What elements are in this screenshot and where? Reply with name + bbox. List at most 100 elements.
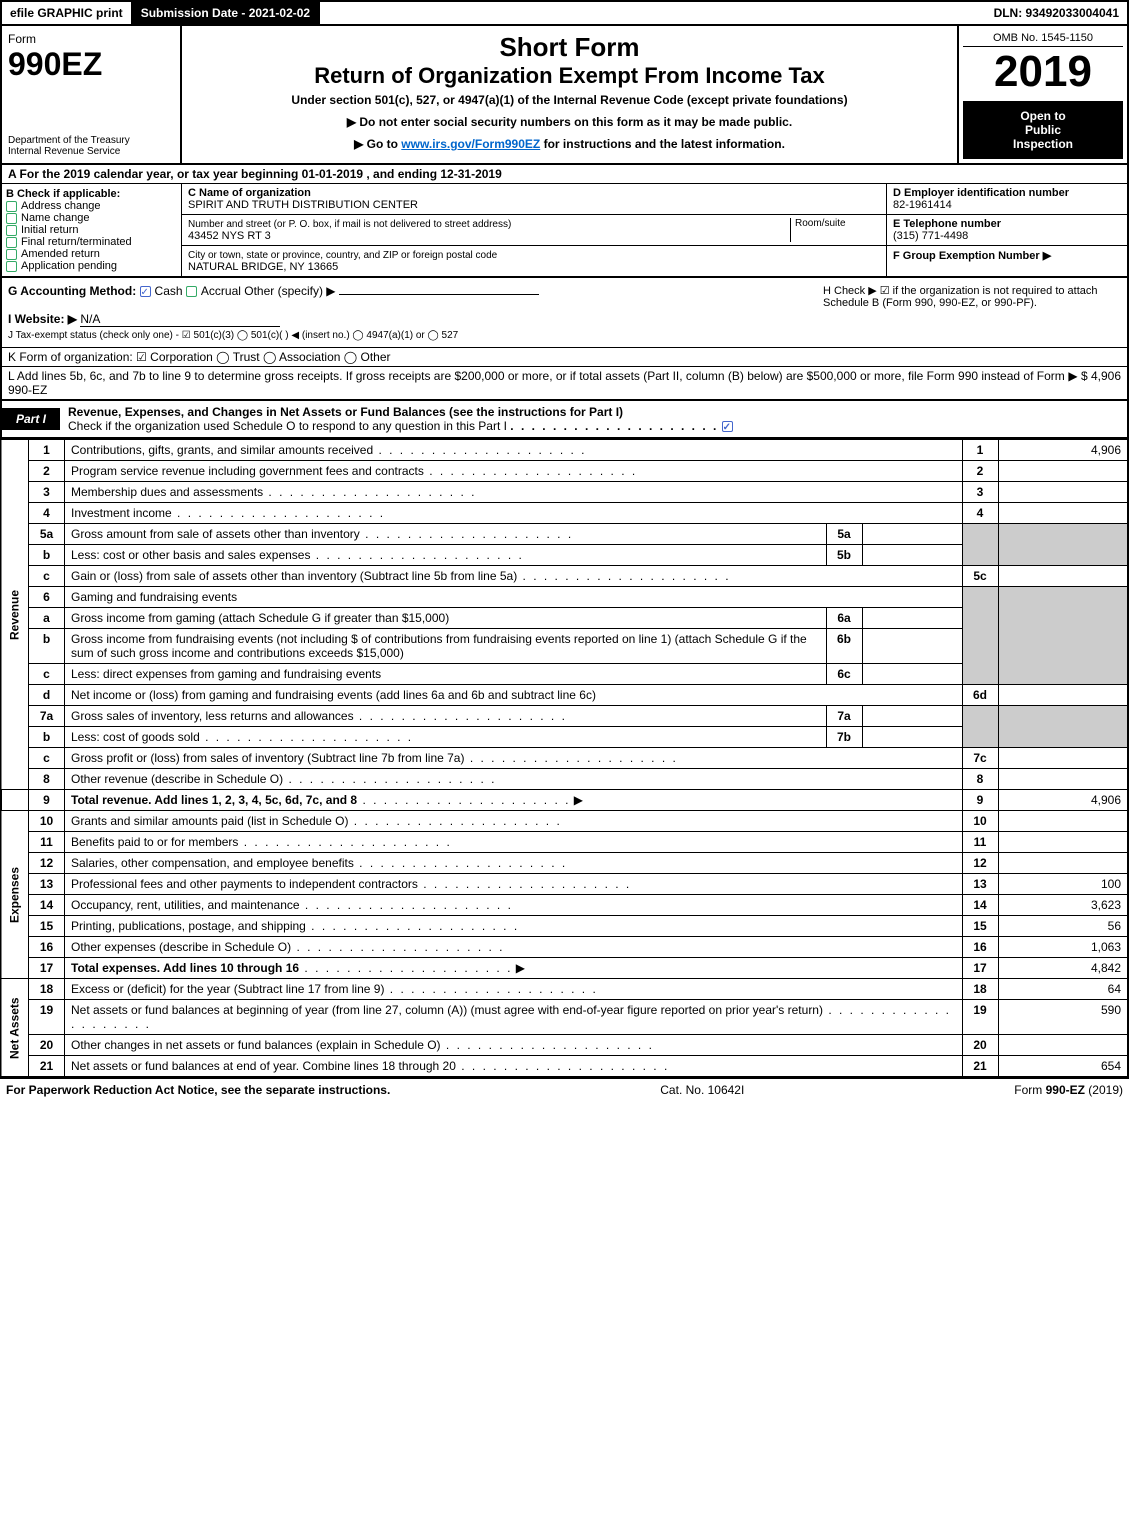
l6b-subamt [862,629,962,664]
l12-amt [998,853,1128,874]
l15-text: Printing, publications, postage, and shi… [65,916,963,937]
chk-initial[interactable]: Initial return [21,224,78,236]
form-header: Form 990EZ Department of the Treasury In… [0,26,1129,165]
paperwork-notice: For Paperwork Reduction Act Notice, see … [6,1083,390,1097]
under-section: Under section 501(c), 527, or 4947(a)(1)… [192,93,947,107]
l2-amt [998,461,1128,482]
l1-amt: 4,906 [998,440,1128,461]
l5c-text: Gain or (loss) from sale of assets other… [65,566,963,587]
l4-amt [998,503,1128,524]
l11-num: 11 [29,832,65,853]
line-l: L Add lines 5b, 6c, and 7b to line 9 to … [0,367,1129,400]
l2-text: Program service revenue including govern… [65,461,963,482]
l8-num: 8 [29,769,65,790]
l20-text: Other changes in net assets or fund bala… [65,1035,963,1056]
schedule-o-check[interactable] [722,421,733,432]
l14-ref: 14 [962,895,998,916]
accrual-option[interactable]: Accrual [201,284,241,298]
l13-amt: 100 [998,874,1128,895]
l10-ref: 10 [962,811,998,832]
l8-text: Other revenue (describe in Schedule O) [65,769,963,790]
cat-no: Cat. No. 10642I [660,1083,744,1097]
part1-header: Part I Revenue, Expenses, and Changes in… [0,400,1129,439]
l10-num: 10 [29,811,65,832]
part1-check: Check if the organization used Schedule … [68,419,507,433]
l7a-text: Gross sales of inventory, less returns a… [65,706,827,727]
street-label: Number and street (or P. O. box, if mail… [188,219,511,230]
l6b-text: Gross income from fundraising events (no… [65,629,827,664]
form-number: 990EZ [8,46,174,83]
org-name: SPIRIT AND TRUTH DISTRIBUTION CENTER [188,199,418,211]
website: N/A [80,312,280,327]
l12-num: 12 [29,853,65,874]
l1-text: Contributions, gifts, grants, and simila… [65,440,963,461]
l5b-text: Less: cost or other basis and sales expe… [65,545,827,566]
chk-name[interactable]: Name change [21,212,90,224]
l18-amt: 64 [998,979,1128,1000]
l5a-subamt [862,524,962,545]
line-j: J Tax-exempt status (check only one) - ☑… [8,330,458,341]
l3-num: 3 [29,482,65,503]
line-l-text: L Add lines 5b, 6c, and 7b to line 9 to … [8,369,1068,397]
l21-ref: 21 [962,1056,998,1077]
l21-num: 21 [29,1056,65,1077]
l8-ref: 8 [962,769,998,790]
l21-amt: 654 [998,1056,1128,1077]
chk-address[interactable]: Address change [21,200,101,212]
netassets-side: Net Assets [1,979,29,1077]
l19-ref: 19 [962,1000,998,1035]
chk-amended[interactable]: Amended return [21,248,100,260]
l6d-num: d [29,685,65,706]
ssn-notice: ▶ Do not enter social security numbers o… [192,115,947,129]
l10-amt [998,811,1128,832]
l18-num: 18 [29,979,65,1000]
efile-print[interactable]: efile GRAPHIC print [2,2,133,24]
open2: Public [967,123,1119,137]
omb-number: OMB No. 1545-1150 [963,30,1123,47]
open-to-public: Open to Public Inspection [963,101,1123,159]
l18-text: Excess or (deficit) for the year (Subtra… [65,979,963,1000]
page-footer: For Paperwork Reduction Act Notice, see … [0,1077,1129,1101]
l5-gray [962,524,998,566]
l17-amt: 4,842 [998,958,1128,979]
l15-ref: 15 [962,916,998,937]
l12-ref: 12 [962,853,998,874]
l11-text: Benefits paid to or for members [65,832,963,853]
l7b-sub: 7b [826,727,862,748]
other-method[interactable]: Other (specify) ▶ [244,284,335,298]
ein-label: D Employer identification number [893,187,1069,199]
l4-text: Investment income [65,503,963,524]
l14-amt: 3,623 [998,895,1128,916]
l7b-subamt [862,727,962,748]
l16-text: Other expenses (describe in Schedule O) [65,937,963,958]
l2-ref: 2 [962,461,998,482]
entity-info: B Check if applicable: Address change Na… [0,184,1129,278]
irs-link[interactable]: www.irs.gov/Form990EZ [401,137,540,151]
l13-ref: 13 [962,874,998,895]
l5a-text: Gross amount from sale of assets other t… [65,524,827,545]
cash-option[interactable]: Cash [155,284,183,298]
l7c-text: Gross profit or (loss) from sales of inv… [65,748,963,769]
l5a-sub: 5a [826,524,862,545]
part1-label: Part I [2,408,60,430]
l7c-amt [998,748,1128,769]
l4-num: 4 [29,503,65,524]
revenue-side: Revenue [1,440,29,790]
l5b-subamt [862,545,962,566]
l5c-ref: 5c [962,566,998,587]
l7b-num: b [29,727,65,748]
l9-amt: 4,906 [998,790,1128,811]
l15-num: 15 [29,916,65,937]
goto-pre: ▶ Go to [354,137,401,151]
period-line: A For the 2019 calendar year, or tax yea… [0,165,1129,184]
street: 43452 NYS RT 3 [188,230,271,242]
l7a-sub: 7a [826,706,862,727]
l6d-text: Net income or (loss) from gaming and fun… [65,685,963,706]
chk-pending[interactable]: Application pending [21,260,117,272]
dln: DLN: 93492033004041 [986,2,1127,24]
l20-amt [998,1035,1128,1056]
l16-num: 16 [29,937,65,958]
l6-gray-amt [998,587,1128,685]
l1-ref: 1 [962,440,998,461]
chk-final[interactable]: Final return/terminated [21,236,132,248]
